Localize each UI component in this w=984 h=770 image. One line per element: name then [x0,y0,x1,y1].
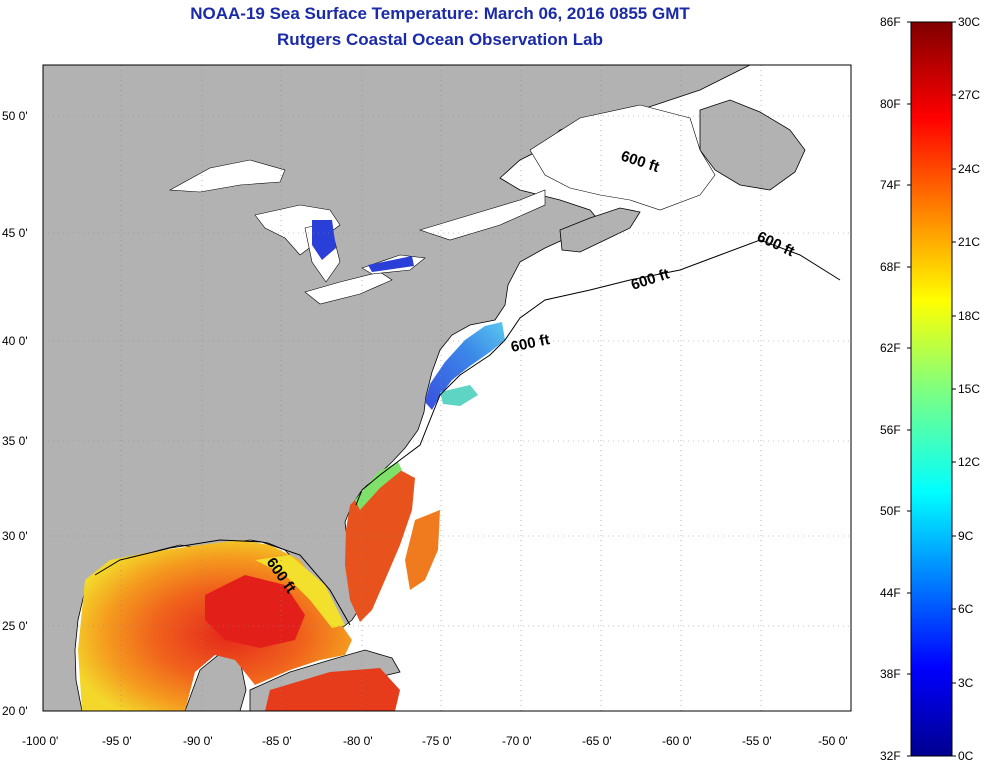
cold-lake-ontario [368,256,414,272]
cbar-f-label: 56F [880,423,901,437]
colorbar-celsius-labels: 30C 27C 24C 21C 18C 15C 12C 9C 6C 3C 0C [958,15,980,763]
cbar-c-label: 12C [958,455,980,469]
land-newfoundland [699,99,806,191]
sst-offshore-patch [405,510,440,590]
lon-label: -55 0' [742,734,772,748]
cbar-c-label: 30C [958,15,980,29]
sst-gulf-stream [345,470,415,622]
lon-label: -100 0' [22,734,58,748]
lat-label: 40 0' [2,334,28,348]
lat-label: 25 0' [2,619,28,633]
cbar-c-label: 18C [958,309,980,323]
colorbar-fahrenheit-labels: 86F 80F 74F 68F 62F 56F 50F 44F 38F 32F [880,15,901,763]
sst-gulf-core [205,575,305,648]
lon-label: -70 0' [502,734,532,748]
sst-se-shelf [355,462,402,510]
map-frame [42,64,852,712]
depth-contour-600ft [94,239,841,626]
lon-label: -80 0' [343,734,373,748]
cbar-c-label: 21C [958,235,980,249]
lat-label: 30 0' [2,529,28,543]
colorbar [910,21,953,757]
gulf-st-lawrence [529,104,716,211]
cbar-c-label: 15C [958,382,980,396]
lon-label: -85 0' [262,734,292,748]
cbar-f-label: 44F [880,586,901,600]
sst-gulf-yellow-shelf [255,555,345,628]
cbar-c-label: 3C [958,676,974,690]
cbar-f-label: 80F [880,97,901,111]
map-title: NOAA-19 Sea Surface Temperature: March 0… [190,4,690,23]
lat-label: 35 0' [2,434,28,448]
cbar-c-label: 0C [958,749,974,763]
cbar-c-label: 24C [958,162,980,176]
sst-shelf-cold [425,322,505,410]
lat-label: 50 0' [2,109,28,123]
cbar-f-label: 62F [880,341,901,355]
latitude-axis: 50 0' 45 0' 40 0' 35 0' 30 0' 25 0' 20 0… [2,109,28,718]
cbar-f-label: 68F [880,260,901,274]
cbar-f-label: 74F [880,178,901,192]
cbar-f-label: 32F [880,749,901,763]
lon-label: -95 0' [102,734,132,748]
cbar-f-label: 50F [880,504,901,518]
lat-label: 45 0' [2,226,28,240]
lon-label: -90 0' [183,734,213,748]
map-subtitle: Rutgers Coastal Ocean Observation Lab [277,30,603,49]
lat-label: 20 0' [2,704,28,718]
lon-label: -75 0' [422,734,452,748]
lon-label: -65 0' [582,734,612,748]
longitude-axis: -100 0' -95 0' -90 0' -85 0' -80 0' -75 … [22,734,848,748]
cbar-c-label: 6C [958,602,974,616]
cbar-c-label: 27C [958,88,980,102]
sst-caribbean [265,668,400,711]
cold-lake-huron [312,220,336,260]
lon-label: -60 0' [662,734,692,748]
land-nova-scotia [559,207,641,253]
lon-label: -50 0' [818,734,848,748]
cbar-f-label: 38F [880,667,901,681]
cbar-c-label: 9C [958,529,974,543]
sst-shelf-cool-patch [440,385,478,406]
colorbar-ticks [907,21,956,757]
cbar-f-label: 86F [880,15,901,29]
